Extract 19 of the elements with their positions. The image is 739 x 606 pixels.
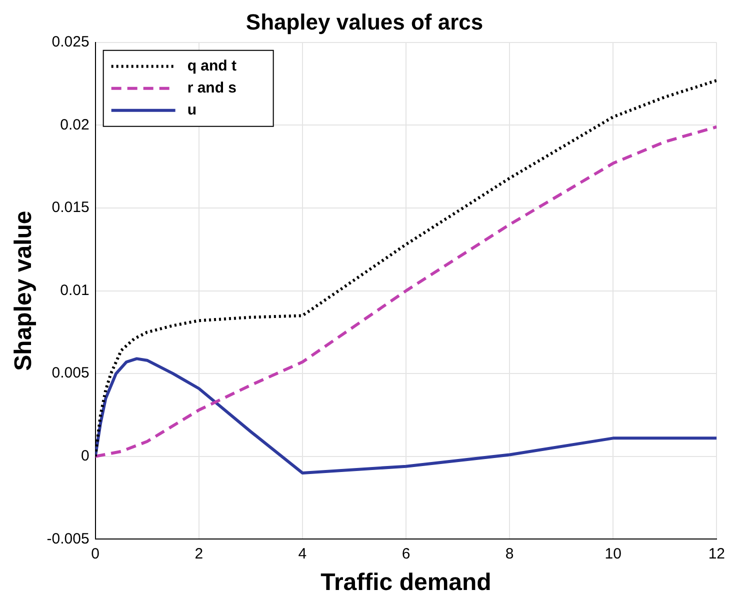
y-tick-label: 0.02 (60, 116, 90, 134)
y-tick-label: 0 (80, 448, 90, 465)
x-tick-label: 6 (402, 545, 410, 562)
y-axis-title: Shapley value (10, 210, 38, 371)
x-tick-label: 4 (298, 545, 307, 562)
x-tick-label: 10 (604, 545, 622, 562)
y-tick-label: 0.025 (52, 34, 90, 51)
legend-label: r and s (187, 80, 237, 97)
x-tick-label: 8 (505, 545, 514, 562)
chart-title: Shapley values of arcs (246, 9, 484, 34)
legend-label: q and t (187, 58, 237, 75)
x-tick-label: 12 (708, 545, 725, 562)
y-tick-label: 0.015 (52, 199, 90, 216)
x-tick-label: 2 (194, 545, 204, 562)
legend-label: u (187, 102, 197, 119)
y-tick-label: -0.005 (46, 530, 90, 548)
x-axis-title: Traffic demand (320, 569, 492, 596)
y-tick-label: 0.005 (52, 364, 90, 382)
y-tick-label: 0.01 (60, 282, 90, 299)
